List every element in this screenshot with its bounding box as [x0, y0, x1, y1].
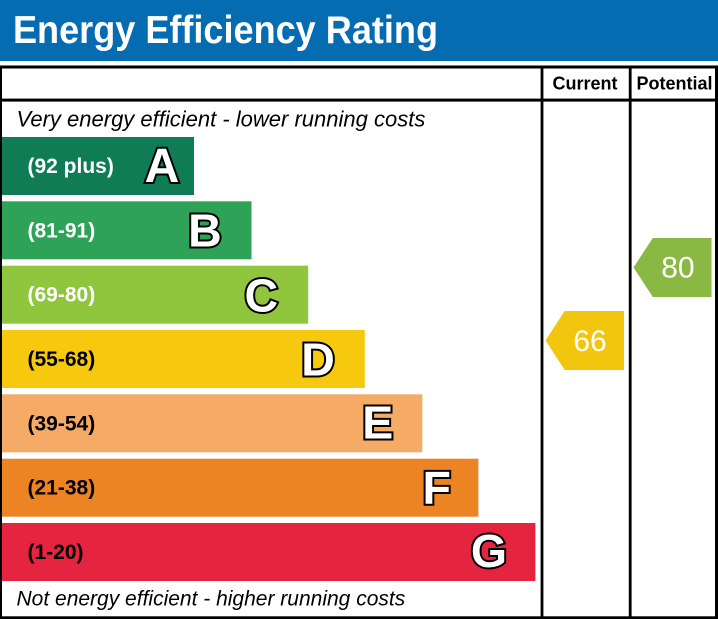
svg-text:Energy Efficiency Rating: Energy Efficiency Rating	[13, 9, 438, 52]
svg-text:(81-91): (81-91)	[28, 219, 96, 242]
svg-text:66: 66	[573, 325, 606, 358]
svg-text:80: 80	[661, 251, 694, 284]
svg-text:Very energy efficient - lower: Very energy efficient - lower running co…	[17, 107, 426, 132]
svg-text:F: F	[422, 461, 450, 513]
svg-text:(1-20): (1-20)	[28, 541, 84, 564]
svg-text:A: A	[145, 140, 180, 193]
svg-text:G: G	[471, 525, 507, 577]
svg-text:(55-68): (55-68)	[28, 348, 96, 371]
svg-text:Potential: Potential	[636, 74, 712, 94]
svg-text:(21-38): (21-38)	[28, 477, 96, 500]
svg-text:B: B	[188, 204, 222, 256]
svg-text:D: D	[301, 334, 335, 386]
svg-text:Not energy efficient - higher: Not energy efficient - higher running co…	[17, 588, 406, 611]
svg-text:(92 plus): (92 plus)	[28, 155, 114, 178]
svg-text:(69-80): (69-80)	[28, 284, 96, 307]
svg-text:(39-54): (39-54)	[28, 412, 96, 435]
svg-text:Current: Current	[552, 74, 617, 94]
svg-text:C: C	[245, 269, 279, 321]
svg-text:E: E	[362, 397, 393, 449]
